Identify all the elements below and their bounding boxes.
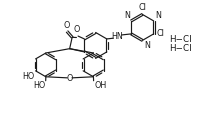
Text: Cl: Cl [156,29,164,38]
Text: O: O [66,74,73,83]
Text: H−Cl: H−Cl [169,44,192,53]
Text: Cl: Cl [139,3,146,12]
Text: HO: HO [22,72,35,81]
Text: H−Cl: H−Cl [169,35,192,44]
Text: N: N [144,41,150,50]
Text: OH: OH [94,81,106,90]
Text: O: O [74,25,80,34]
Text: HO: HO [33,81,45,90]
Text: HN: HN [112,32,123,41]
Text: N: N [124,11,130,20]
Text: N: N [155,11,161,20]
Text: O: O [63,21,69,30]
